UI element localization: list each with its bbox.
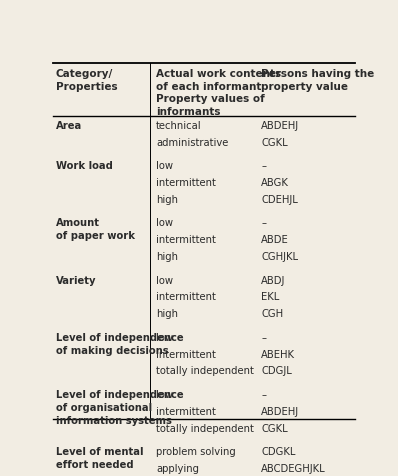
Text: intermittent: intermittent bbox=[156, 292, 216, 302]
Text: ABCDEGHJKL: ABCDEGHJKL bbox=[261, 464, 326, 474]
Text: –: – bbox=[261, 333, 266, 343]
Text: –: – bbox=[261, 390, 266, 400]
Text: high: high bbox=[156, 195, 178, 205]
Text: low: low bbox=[156, 333, 173, 343]
Text: ABDJ: ABDJ bbox=[261, 276, 285, 286]
Text: Actual work contents
of each informant
Property values of
informants: Actual work contents of each informant P… bbox=[156, 69, 281, 117]
Text: ABDEHJ: ABDEHJ bbox=[261, 407, 299, 417]
Text: Area: Area bbox=[56, 121, 82, 131]
Text: intermittent: intermittent bbox=[156, 349, 216, 359]
Text: low: low bbox=[156, 390, 173, 400]
Text: intermittent: intermittent bbox=[156, 407, 216, 417]
Text: intermittent: intermittent bbox=[156, 178, 216, 188]
Text: Level of independence
of organisational
information systems: Level of independence of organisational … bbox=[56, 390, 183, 426]
Text: EKL: EKL bbox=[261, 292, 279, 302]
Text: Category/
Properties: Category/ Properties bbox=[56, 69, 117, 92]
Text: low: low bbox=[156, 276, 173, 286]
Text: CGH: CGH bbox=[261, 309, 283, 319]
Text: –: – bbox=[261, 218, 266, 228]
Text: ABEHK: ABEHK bbox=[261, 349, 295, 359]
Text: CGHJKL: CGHJKL bbox=[261, 252, 298, 262]
Text: ABDE: ABDE bbox=[261, 235, 289, 245]
Text: Persons having the
property value: Persons having the property value bbox=[261, 69, 374, 92]
Text: low: low bbox=[156, 161, 173, 171]
Text: high: high bbox=[156, 309, 178, 319]
Text: technical: technical bbox=[156, 121, 202, 131]
Text: ABDEHJ: ABDEHJ bbox=[261, 121, 299, 131]
Text: Amount
of paper work: Amount of paper work bbox=[56, 218, 135, 241]
Text: CDGJL: CDGJL bbox=[261, 367, 292, 377]
Text: CDGKL: CDGKL bbox=[261, 447, 295, 457]
Text: low: low bbox=[156, 218, 173, 228]
Text: Variety: Variety bbox=[56, 276, 96, 286]
Text: ABGK: ABGK bbox=[261, 178, 289, 188]
Text: totally independent: totally independent bbox=[156, 424, 254, 434]
Text: CGKL: CGKL bbox=[261, 138, 288, 148]
Text: Work load: Work load bbox=[56, 161, 113, 171]
Text: problem solving: problem solving bbox=[156, 447, 236, 457]
Text: CDEHJL: CDEHJL bbox=[261, 195, 298, 205]
Text: –: – bbox=[261, 161, 266, 171]
Text: Level of mental
effort needed: Level of mental effort needed bbox=[56, 447, 143, 470]
Text: high: high bbox=[156, 252, 178, 262]
Text: Level of independence
of making decisions: Level of independence of making decision… bbox=[56, 333, 183, 356]
Text: administrative: administrative bbox=[156, 138, 228, 148]
Text: intermittent: intermittent bbox=[156, 235, 216, 245]
Text: totally independent: totally independent bbox=[156, 367, 254, 377]
Text: applying: applying bbox=[156, 464, 199, 474]
Text: CGKL: CGKL bbox=[261, 424, 288, 434]
